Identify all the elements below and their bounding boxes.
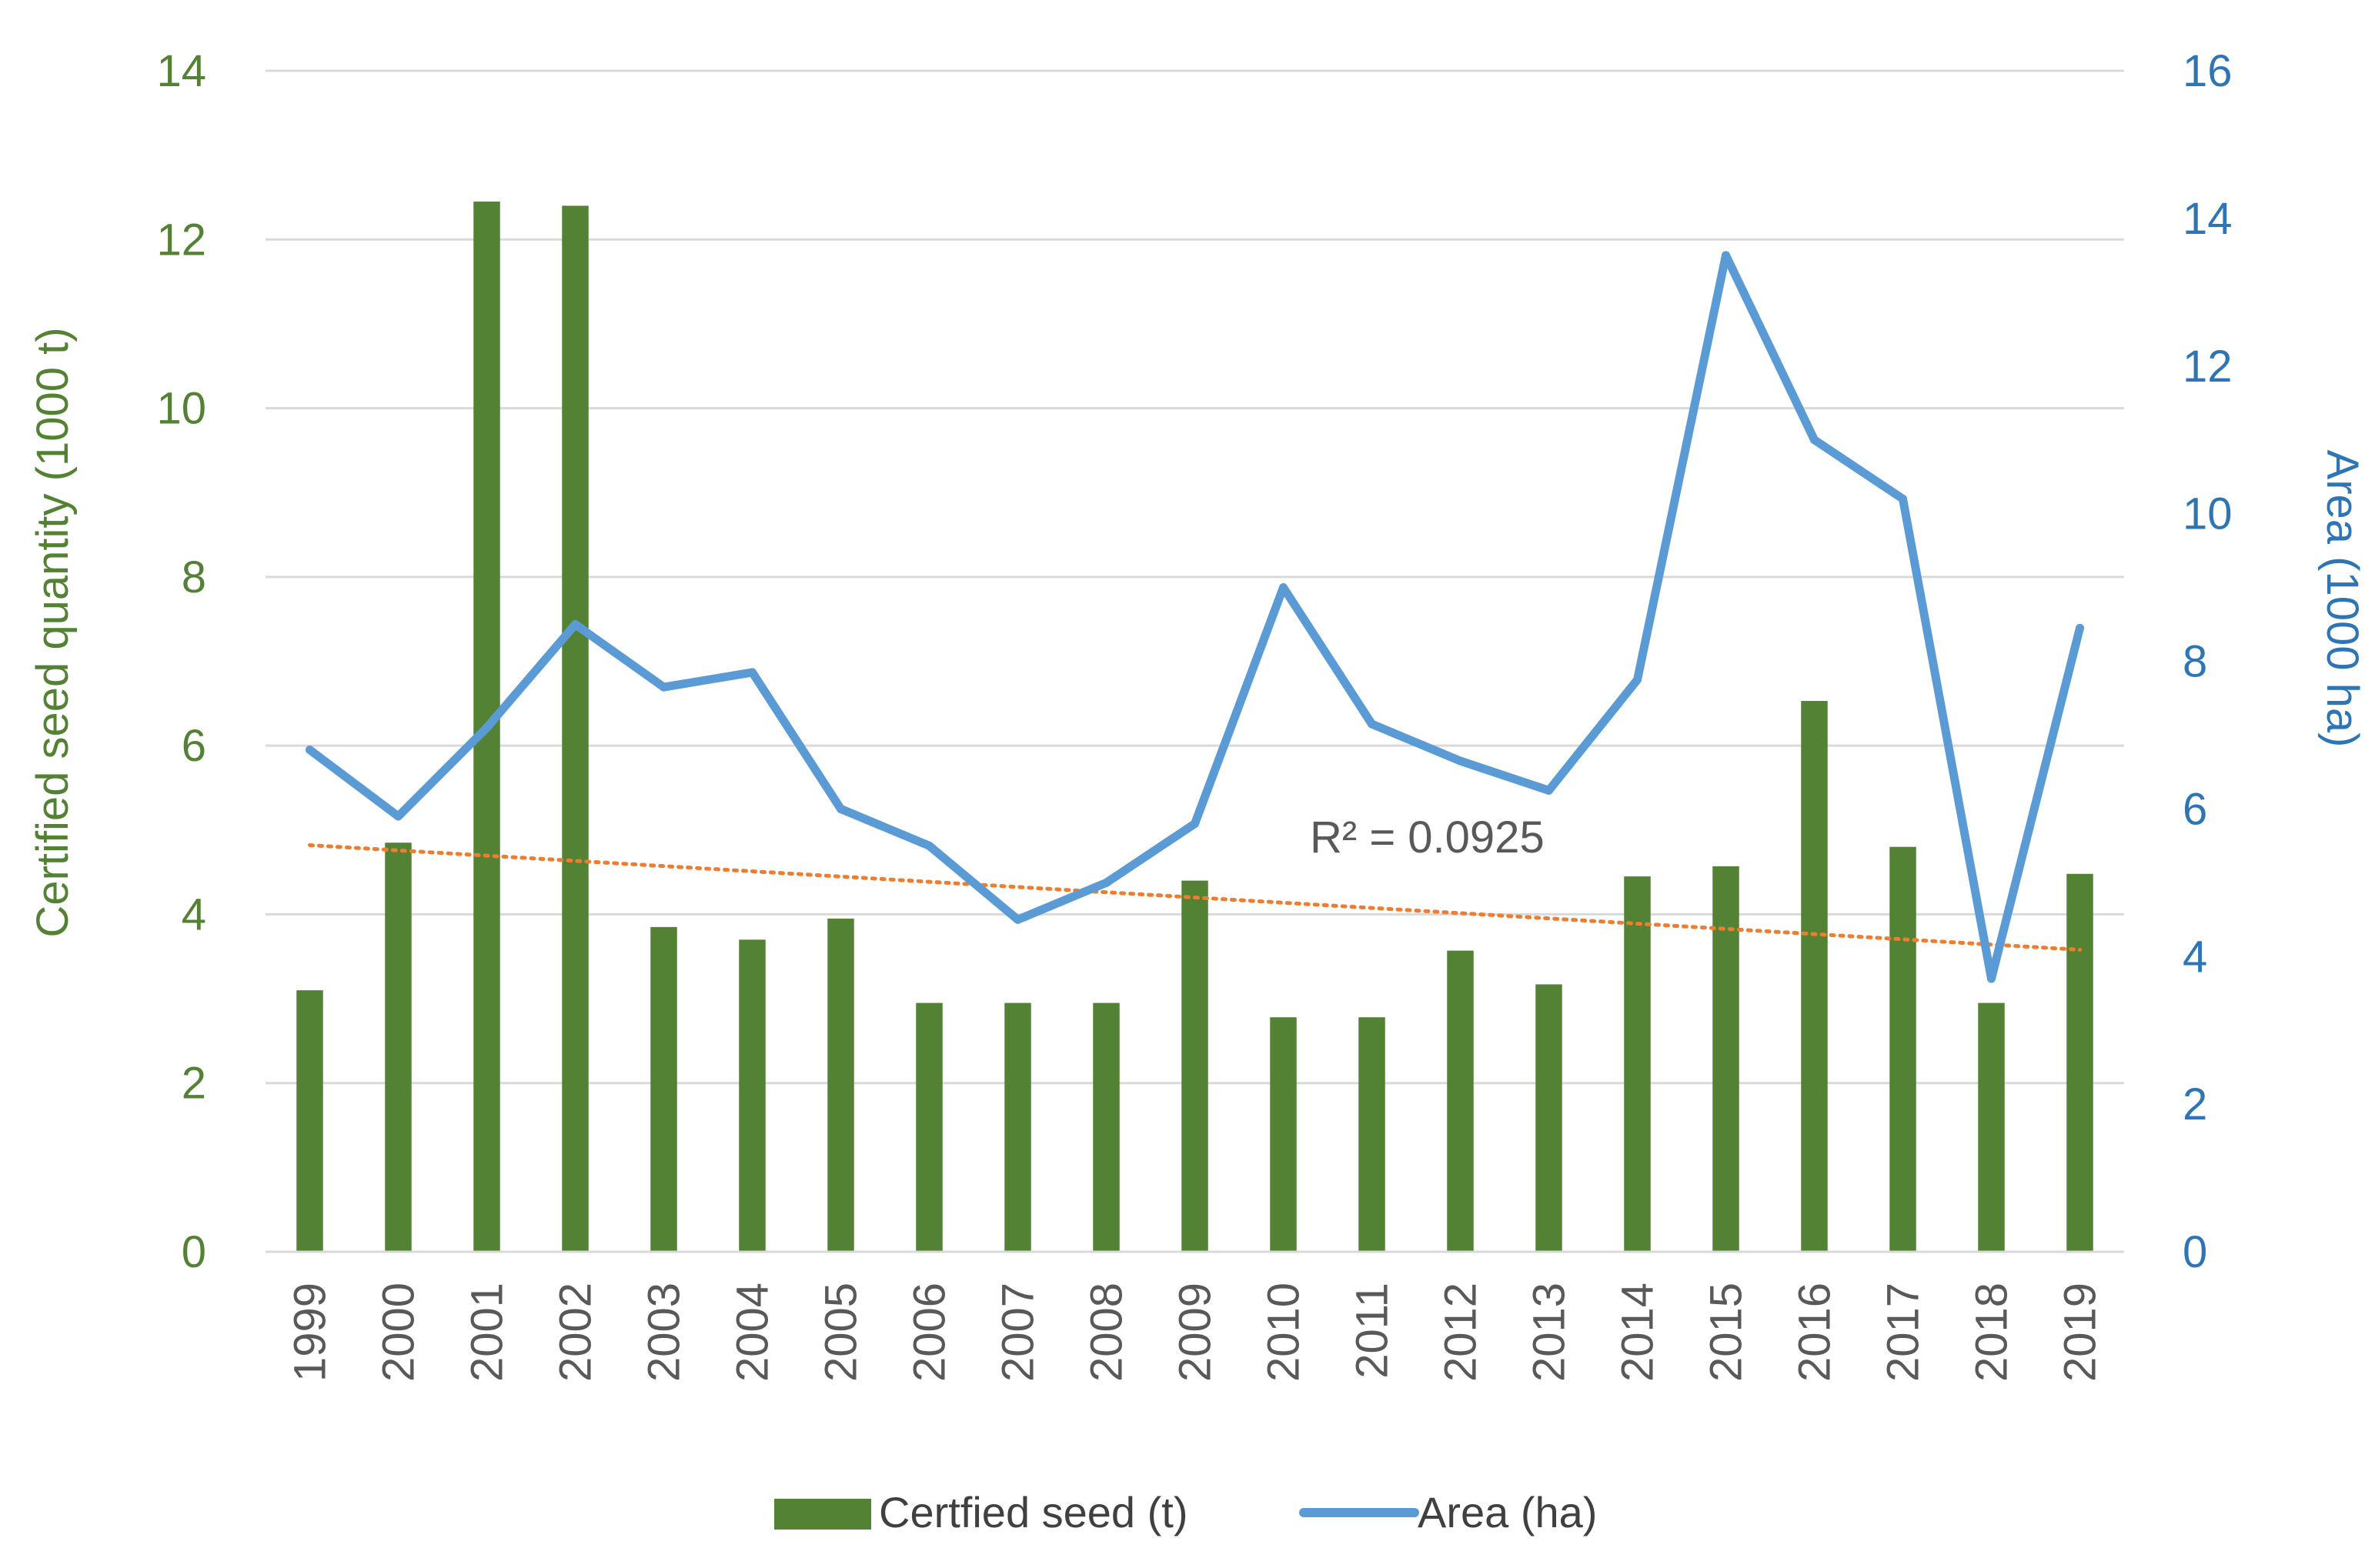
area-point (1102, 878, 1111, 887)
area-point (1722, 251, 1730, 260)
x-tick-label: 2004 (728, 1283, 778, 1382)
bar (650, 926, 677, 1252)
bar (1358, 1017, 1385, 1252)
bar (296, 990, 323, 1252)
left-tick-label: 2 (182, 1059, 206, 1109)
left-tick-label: 10 (156, 384, 206, 434)
x-tick-label: 2013 (1525, 1283, 1575, 1382)
trendline (308, 843, 2082, 952)
x-tick-label: 2003 (640, 1283, 690, 1382)
right-axis-ticks: 0 2 4 6 8 10 12 14 16 (2183, 46, 2233, 1277)
x-tick-label: 2012 (1436, 1283, 1486, 1382)
bar (916, 1003, 943, 1252)
trendline-path (308, 843, 2082, 952)
line-series (306, 251, 2084, 983)
x-tick-label: 2014 (1613, 1283, 1663, 1382)
bar (1889, 846, 1916, 1252)
area-point (483, 723, 491, 732)
area-point (1810, 435, 1819, 445)
left-tick-label: 14 (156, 46, 206, 96)
x-tick-label: 2009 (1171, 1283, 1221, 1382)
x-tick-label: 2010 (1259, 1283, 1309, 1382)
bar (827, 918, 854, 1252)
area-point (660, 682, 668, 692)
x-tick-label: 1999 (286, 1283, 336, 1382)
x-tick-label: 2016 (1790, 1283, 1840, 1382)
x-tick-label: 2007 (994, 1283, 1044, 1382)
left-tick-label: 0 (182, 1227, 206, 1277)
right-tick-label: 16 (2183, 46, 2233, 96)
legend-bar-label: Certfied seed (t) (879, 1488, 1188, 1536)
x-tick-label: 2002 (551, 1283, 601, 1382)
bar (1270, 1017, 1297, 1252)
area-point (571, 620, 580, 629)
bar (739, 939, 766, 1252)
left-tick-label: 12 (156, 215, 206, 265)
x-tick-label: 2000 (374, 1283, 424, 1382)
bar (1624, 876, 1651, 1252)
right-tick-label: 2 (2183, 1079, 2207, 1129)
bar (1535, 984, 1562, 1252)
left-tick-label: 6 (182, 721, 206, 771)
x-axis-ticks: 1999 2000 2001 2002 2003 2004 2005 2006 2007 2008… (286, 1283, 2106, 1382)
area-point (1545, 786, 1553, 795)
bar (1447, 950, 1474, 1252)
right-tick-label: 8 (2183, 637, 2207, 687)
bar (1004, 1003, 1031, 1252)
x-tick-label: 2017 (1879, 1283, 1929, 1382)
bar (1978, 1003, 2005, 1252)
bar (1712, 866, 1739, 1252)
area-point (394, 812, 403, 821)
right-tick-label: 14 (2183, 194, 2233, 244)
legend-line-label: Area (ha) (1418, 1488, 1597, 1536)
trendline-r2-label: R² = 0.0925 (1310, 812, 1545, 862)
x-tick-label: 2008 (1082, 1283, 1132, 1382)
left-tick-label: 8 (182, 552, 206, 602)
area-point (1633, 675, 1642, 684)
bar (2066, 873, 2093, 1252)
x-tick-label: 2019 (2056, 1283, 2106, 1382)
area-point (1456, 756, 1465, 766)
right-tick-label: 12 (2183, 342, 2233, 392)
area-point (2076, 623, 2084, 632)
left-axis-ticks: 0 2 4 6 8 10 12 14 (156, 46, 206, 1277)
area-point (1368, 719, 1376, 729)
bar (562, 205, 589, 1252)
x-tick-label: 2001 (463, 1283, 513, 1382)
area-point (306, 746, 314, 755)
x-tick-label: 2005 (817, 1283, 867, 1382)
x-tick-label: 2018 (1967, 1283, 2017, 1382)
area-point (837, 804, 845, 813)
left-axis-title: Certified seed quantity (1000 t) (28, 327, 78, 937)
bar-series (296, 201, 2093, 1253)
bar (1181, 880, 1208, 1252)
x-tick-label: 2011 (1348, 1283, 1398, 1379)
right-tick-label: 4 (2183, 932, 2207, 982)
legend-bar-swatch (774, 1499, 871, 1530)
x-tick-label: 2015 (1702, 1283, 1752, 1382)
right-tick-label: 6 (2183, 784, 2207, 834)
bar (1801, 701, 1828, 1252)
area-point (1191, 819, 1199, 829)
x-tick-label: 2006 (905, 1283, 955, 1382)
area-point (1987, 974, 1996, 983)
bar (1093, 1003, 1120, 1252)
area-point (925, 841, 934, 850)
legend: Certfied seed (t) Area (ha) (774, 1488, 1597, 1536)
bar (385, 842, 412, 1252)
area-point (1899, 494, 1907, 503)
area-point (1279, 583, 1288, 592)
area-point (1014, 915, 1022, 924)
left-tick-label: 4 (182, 889, 206, 939)
right-tick-label: 10 (2183, 489, 2233, 539)
right-tick-label: 0 (2183, 1227, 2207, 1277)
area-point (748, 668, 757, 677)
right-axis-title: Area (1000 ha) (2317, 450, 2367, 748)
